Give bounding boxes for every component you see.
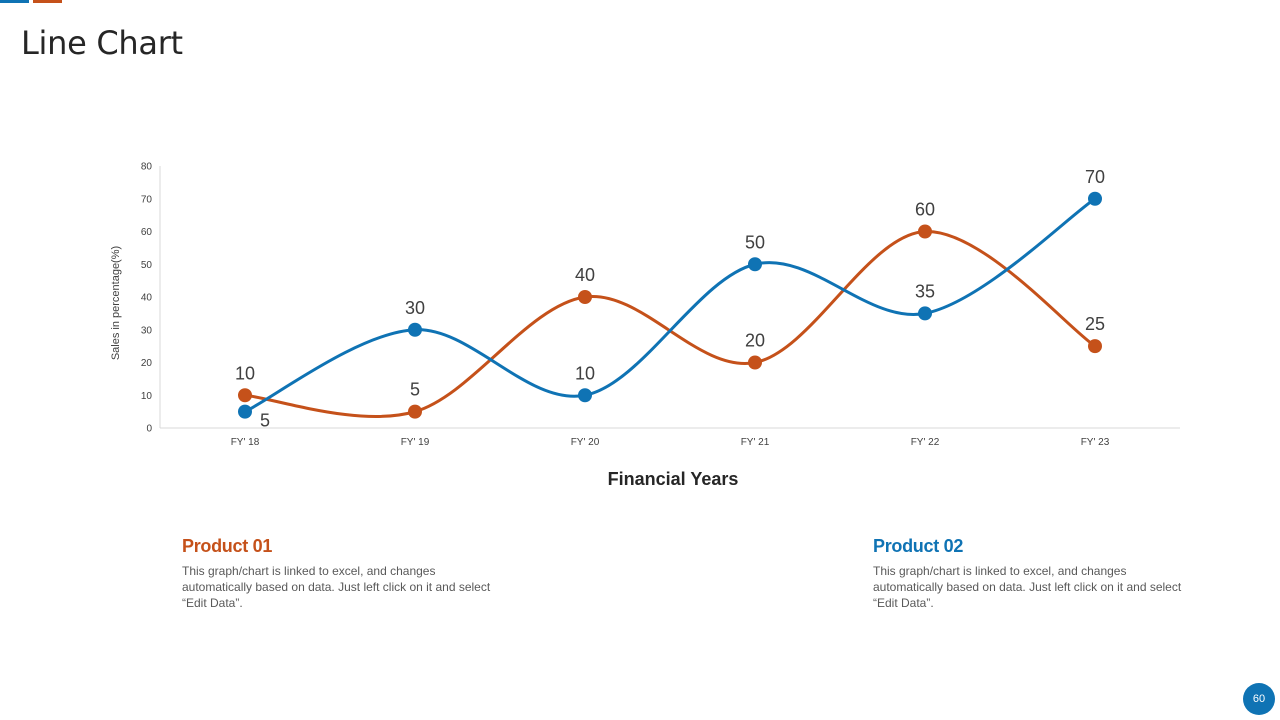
product-02-line[interactable]: [243, 197, 1097, 414]
product-01-data-label: 60: [915, 200, 935, 220]
product-02-point[interactable]: [748, 257, 762, 272]
x-tick-label: FY' 21: [741, 437, 770, 448]
product-02-point[interactable]: [918, 306, 932, 321]
product-02-point[interactable]: [1088, 191, 1102, 206]
product-02-description: This graph/chart is linked to excel, and…: [873, 564, 1182, 610]
page-title: Line Chart: [21, 24, 183, 62]
product-01-point[interactable]: [748, 355, 762, 370]
product-01-data-label: 40: [575, 265, 595, 285]
product-01-point[interactable]: [918, 224, 932, 239]
x-tick-label: FY' 20: [571, 437, 600, 448]
y-tick-label: 20: [141, 358, 153, 369]
product-02-data-label: 10: [575, 363, 595, 383]
y-tick-label: 50: [141, 260, 153, 271]
x-tick-label: FY' 18: [231, 437, 260, 448]
product-02-title: Product 02: [873, 536, 964, 556]
product-01-title: Product 01: [182, 536, 273, 556]
product-02-data-label: 70: [1085, 167, 1105, 187]
product-01-point[interactable]: [1088, 339, 1102, 354]
product-01-point[interactable]: [408, 404, 422, 419]
y-tick-label: 40: [141, 293, 153, 304]
product-02-point[interactable]: [408, 322, 422, 337]
product-01-data-label: 20: [745, 331, 765, 351]
product-02-point[interactable]: [578, 388, 592, 403]
x-tick-label: FY' 19: [401, 437, 430, 448]
y-tick-label: 80: [141, 162, 153, 173]
product-02-data-label: 30: [405, 298, 425, 318]
y-tick-label: 30: [141, 325, 153, 336]
x-tick-label: FY' 23: [1081, 437, 1110, 448]
product-01-data-label: 25: [1085, 314, 1105, 334]
accent-bar-orange: [33, 0, 62, 3]
product-02-data-label: 50: [745, 232, 765, 252]
y-tick-label: 10: [141, 391, 153, 402]
product-02-data-label: 35: [915, 281, 935, 301]
product-01-data-label: 5: [410, 380, 420, 400]
y-tick-label: 60: [141, 227, 153, 238]
product-02-point[interactable]: [238, 404, 252, 419]
product-02-data-label: 5: [260, 411, 270, 431]
product-01-point[interactable]: [578, 290, 592, 304]
y-tick-label: 0: [146, 424, 152, 435]
product-01-description: This graph/chart is linked to excel, and…: [182, 564, 491, 610]
product-02-block: Product 02 This graph/chart is linked to…: [873, 536, 1183, 611]
x-axis-title: Financial Years: [608, 469, 739, 489]
product-01-data-label: 10: [235, 363, 255, 383]
y-tick-label: 70: [141, 194, 153, 205]
product-01-line[interactable]: [243, 229, 1097, 418]
product-01-point[interactable]: [238, 388, 252, 403]
product-01-block: Product 01 This graph/chart is linked to…: [182, 536, 492, 611]
x-tick-label: FY' 22: [911, 437, 940, 448]
y-axis-title: Sales in percentage(%): [110, 246, 122, 360]
page-number-badge: 60: [1243, 683, 1275, 715]
accent-bar-blue: [0, 0, 29, 3]
